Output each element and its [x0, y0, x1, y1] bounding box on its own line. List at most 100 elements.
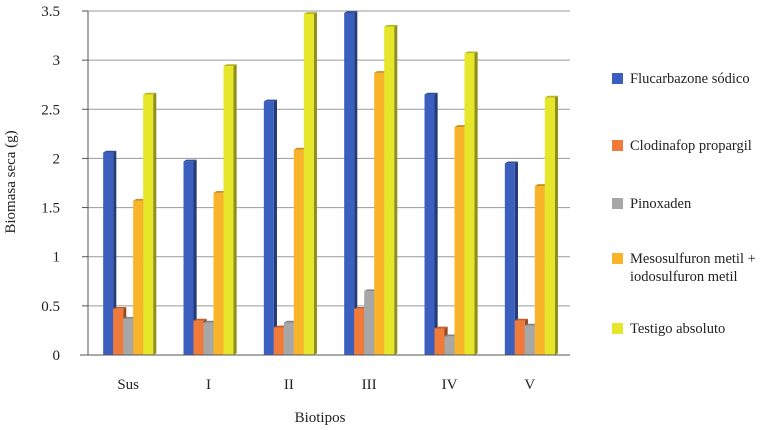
bar-top — [223, 64, 237, 67]
bar-top — [183, 159, 197, 162]
bar-top — [364, 289, 378, 292]
bar-side — [354, 11, 358, 356]
bar-top — [123, 316, 137, 319]
bar-top — [193, 318, 207, 321]
bar-top — [424, 92, 438, 95]
bar-Sus-1 — [103, 150, 117, 355]
bar-Sus-5 — [143, 92, 157, 356]
bar-chart: 00.511.522.533.5 Sus I II III IV V Biotipos B… — [3, 4, 570, 426]
x-tick-label: II — [284, 377, 294, 393]
bar-V-1 — [504, 161, 518, 355]
bar-I-5 — [223, 64, 237, 356]
bar-front — [464, 53, 475, 356]
bar-front — [103, 152, 114, 355]
legend-item: Flucarbazone sódico — [612, 70, 750, 88]
legend-label: Flucarbazone sódico — [630, 71, 750, 87]
gridlines — [88, 10, 570, 307]
bar-top — [544, 95, 558, 98]
bar-IV-5 — [464, 51, 478, 356]
bar-front — [203, 322, 214, 355]
bar-side — [434, 92, 438, 355]
bars — [103, 11, 558, 356]
bar-top — [354, 307, 368, 309]
bar-side — [193, 159, 197, 355]
bar-top — [103, 150, 117, 153]
legend-swatch — [612, 73, 623, 84]
bar-front — [534, 185, 545, 355]
bar-top — [514, 318, 528, 321]
y-tick-label: 1.5 — [41, 201, 60, 217]
bar-top — [444, 334, 458, 337]
bar-side — [113, 150, 117, 355]
x-tick-label: I — [206, 377, 211, 393]
bar-front — [223, 66, 234, 355]
bar-side — [153, 92, 157, 355]
legend: Flucarbazone sódico Clodinafop propargil P… — [612, 0, 771, 430]
x-tick-label: III — [362, 377, 377, 393]
bar-II-5 — [303, 12, 317, 356]
axes — [80, 10, 570, 356]
bar-top — [273, 325, 287, 328]
bar-front — [514, 320, 525, 355]
bar-V-5 — [544, 95, 558, 356]
legend-swatch — [612, 253, 623, 264]
bar-front — [424, 94, 435, 356]
bar-side — [554, 95, 558, 355]
legend-item: Pinoxaden — [612, 195, 691, 213]
bar-front — [263, 101, 274, 356]
bar-side — [273, 99, 277, 355]
bar-front — [213, 192, 224, 355]
bar-front — [434, 328, 445, 355]
bar-top — [203, 320, 217, 323]
legend-item: Clodinafop propargil — [612, 137, 752, 155]
bar-top — [534, 184, 548, 186]
legend-swatch — [612, 323, 623, 334]
y-tick-label: 1 — [53, 250, 61, 266]
bar-front — [283, 322, 294, 355]
bar-side — [514, 161, 518, 355]
bar-front — [273, 327, 284, 355]
x-tick-label: IV — [442, 377, 458, 393]
y-tick-label: 2.5 — [41, 102, 60, 118]
bar-side — [233, 64, 237, 356]
bar-front — [384, 26, 395, 356]
bar-front — [183, 161, 194, 355]
legend-label: Pinoxaden — [630, 196, 692, 212]
bar-front — [544, 97, 555, 356]
bar-top — [213, 191, 227, 193]
y-tick-label: 3 — [53, 53, 61, 69]
x-axis-title: Biotipos — [295, 410, 346, 426]
legend-swatch — [612, 198, 623, 209]
x-tick-label: V — [524, 377, 535, 393]
bar-top — [504, 161, 518, 164]
legend-label: Mesosulfuron metil + iodosulfuron metil — [630, 251, 756, 285]
bar-front — [454, 126, 465, 355]
bar-top — [344, 11, 358, 13]
bar-front — [113, 308, 124, 355]
legend-label: Testigo absoluto — [630, 321, 726, 337]
legend-label: Clodinafop propargil — [630, 138, 752, 154]
bar-front — [303, 13, 314, 355]
bar-top — [293, 147, 307, 150]
bar-top — [283, 320, 297, 323]
bar-IV-1 — [424, 92, 438, 356]
bar-III-5 — [384, 24, 398, 356]
bar-I-1 — [183, 159, 197, 355]
y-tick-label: 2 — [53, 151, 61, 167]
bar-II-1 — [263, 99, 277, 356]
legend-item: Mesosulfuron metil + iodosulfuron metil — [612, 250, 756, 286]
x-tick-label: Sus — [117, 377, 139, 393]
bar-front — [364, 291, 375, 355]
bar-front — [444, 336, 455, 355]
bar-top — [133, 198, 147, 201]
bar-top — [454, 125, 468, 127]
bar-side — [394, 24, 398, 355]
bar-top — [113, 307, 127, 309]
bar-side — [313, 12, 317, 356]
bar-front — [123, 318, 134, 355]
bar-top — [374, 71, 388, 73]
bar-front — [354, 308, 365, 355]
legend-item: Testigo absoluto — [612, 320, 725, 338]
bar-front — [193, 320, 204, 355]
bar-top — [384, 24, 398, 27]
